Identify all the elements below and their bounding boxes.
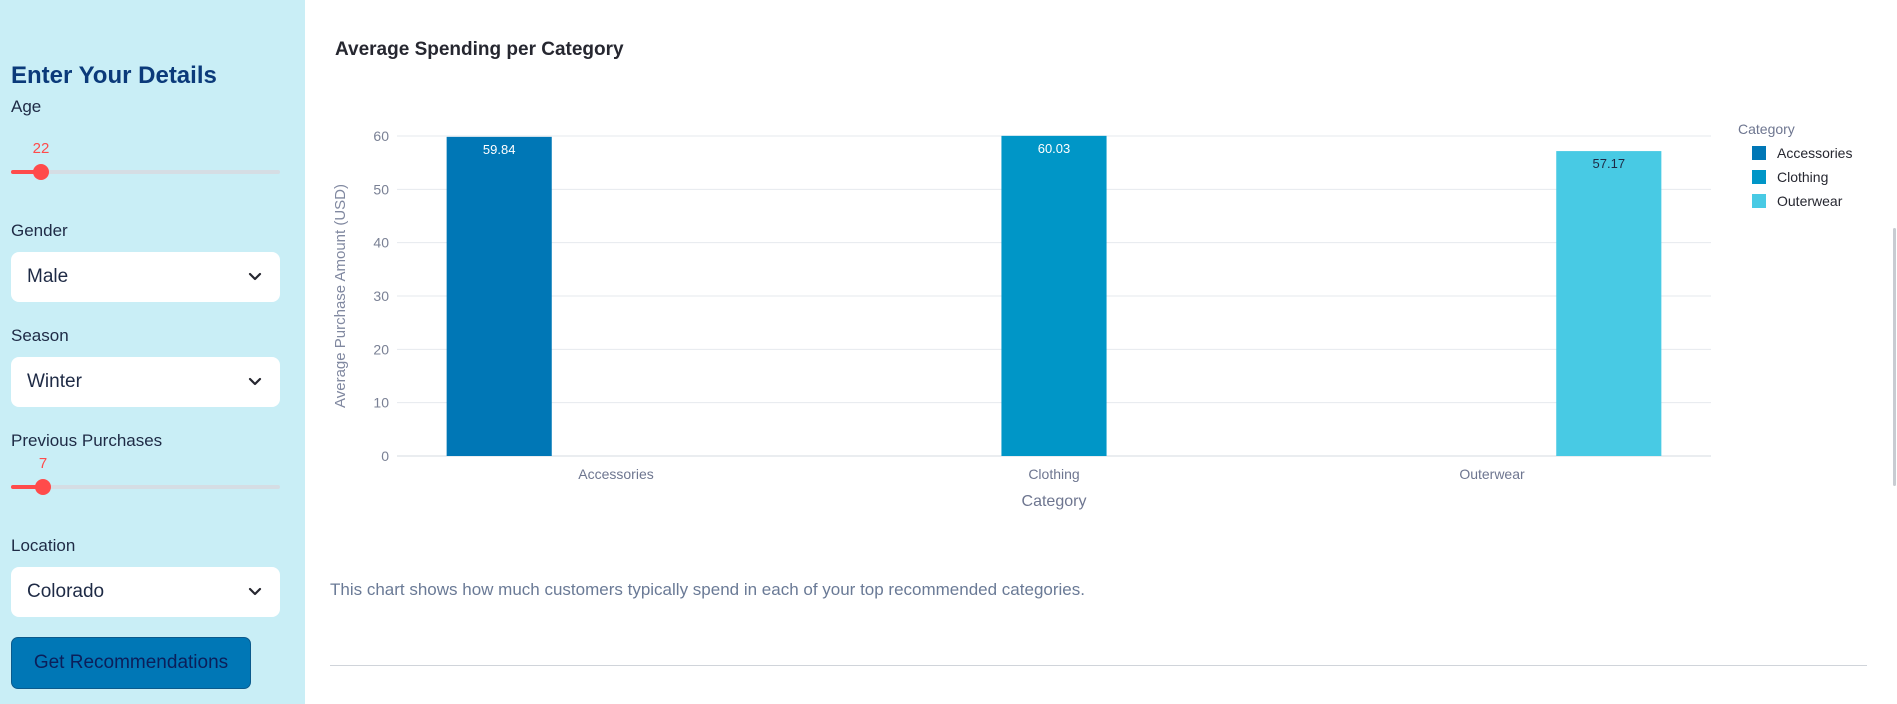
age-slider-thumb[interactable] (33, 164, 49, 180)
season-select[interactable]: Winter (11, 357, 280, 407)
x-tick-label: Outerwear (1459, 466, 1525, 482)
y-tick-label: 0 (381, 448, 389, 464)
y-axis-title: Average Purchase Amount (USD) (332, 184, 349, 408)
gender-select[interactable]: Male (11, 252, 280, 302)
gender-label: Gender (11, 221, 68, 240)
legend-swatch-clothing (1752, 170, 1766, 184)
age-label: Age (11, 97, 42, 116)
chevron-down-icon (248, 272, 262, 281)
age-slider-fill (11, 170, 41, 174)
scrollbar[interactable] (1893, 228, 1896, 486)
chevron-down-icon (248, 377, 262, 386)
legend-label: Clothing (1777, 169, 1828, 185)
get-recommendations-button[interactable]: Get Recommendations (11, 637, 251, 689)
previous-purchases-slider-fill (11, 485, 43, 489)
previous-purchases-slider-value: 7 (38, 455, 48, 472)
y-tick-label: 50 (373, 181, 389, 197)
previous-purchases-slider[interactable]: 7 (11, 455, 280, 495)
previous-purchases-slider-thumb[interactable] (35, 479, 51, 495)
legend-title: Category (1738, 121, 1795, 137)
location-select[interactable]: Colorado (11, 567, 280, 617)
x-axis-title: Category (1022, 493, 1087, 510)
chart-caption: This chart shows how much customers typi… (330, 580, 1085, 599)
y-tick-label: 30 (373, 288, 389, 304)
bar-outerwear (1556, 151, 1662, 457)
location-label: Location (11, 536, 76, 555)
chart-title: Average Spending per Category (335, 39, 624, 60)
x-tick-label: Clothing (1028, 466, 1079, 482)
legend-swatch-accessories (1752, 146, 1766, 160)
y-tick-label: 20 (373, 341, 389, 357)
gender-select-value: Male (27, 266, 69, 287)
sidebar-title: Enter Your Details (11, 62, 217, 89)
data-label: 57.17 (1593, 156, 1626, 171)
bar-accessories (446, 136, 552, 456)
y-tick-label: 40 (373, 235, 389, 251)
bar-clothing (1001, 135, 1107, 456)
location-select-value: Colorado (27, 581, 105, 602)
age-slider[interactable]: 22 (11, 140, 280, 180)
legend-swatch-outerwear (1752, 194, 1766, 208)
divider (330, 665, 1867, 666)
previous-purchases-label: Previous Purchases (11, 431, 163, 450)
chevron-down-icon (248, 587, 262, 596)
legend-label: Outerwear (1777, 193, 1843, 209)
sidebar: Enter Your Details Age 22 Gender Male Se… (0, 0, 305, 704)
average-spending-bar-chart: 0 10 20 30 40 50 60 Accessories Clothing Outerwea… (332, 121, 1852, 510)
data-label: 60.03 (1038, 141, 1071, 156)
y-tick-label: 10 (373, 395, 389, 411)
y-tick-label: 60 (373, 128, 389, 144)
age-slider-value: 22 (32, 140, 50, 157)
season-select-value: Winter (27, 371, 82, 392)
x-tick-label: Accessories (578, 466, 653, 482)
data-label: 59.84 (483, 142, 516, 157)
season-label: Season (11, 326, 69, 345)
legend-label: Accessories (1777, 145, 1852, 161)
